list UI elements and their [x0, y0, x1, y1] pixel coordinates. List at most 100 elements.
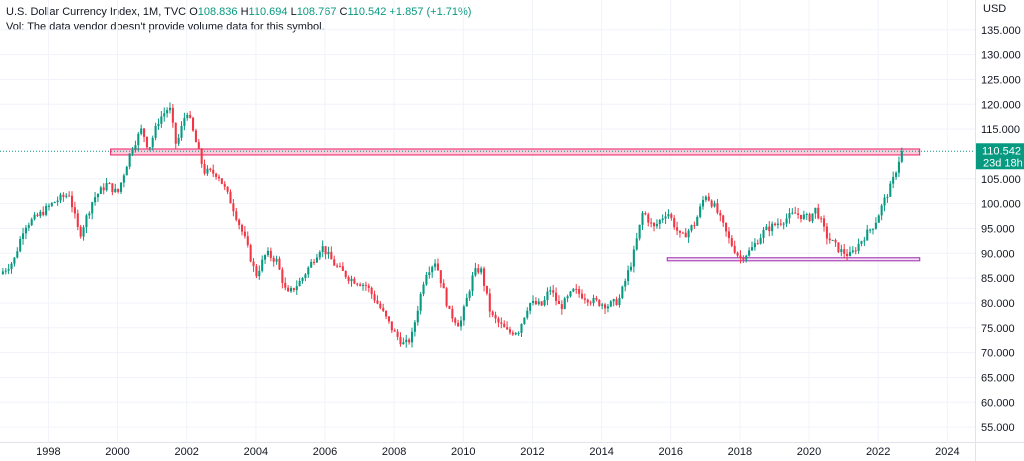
candle-body: [200, 149, 203, 164]
candle-body: [157, 123, 160, 126]
y-tick-label: 80.000: [981, 298, 1015, 310]
x-tick-label: 2012: [520, 446, 544, 458]
horizontal-zones[interactable]: [110, 148, 921, 262]
candle-body: [209, 168, 212, 170]
candle-body: [36, 214, 39, 217]
candle-body: [716, 203, 719, 213]
candle-body: [802, 214, 805, 220]
candle-body: [860, 241, 863, 244]
candle-body: [42, 211, 45, 215]
candle-body: [396, 331, 399, 337]
candle-body: [462, 306, 465, 321]
candle-body: [748, 250, 751, 256]
candle-body: [701, 199, 705, 207]
candle-body: [817, 207, 820, 219]
candle-body: [304, 274, 307, 278]
candle-body: [676, 227, 679, 231]
candle-body: [638, 224, 641, 239]
candle-body: [488, 293, 491, 312]
y-tick-label: 135.000: [981, 25, 1021, 37]
candle-body: [174, 122, 177, 144]
candle-body: [203, 163, 206, 174]
candle-body: [825, 226, 828, 239]
candle-body: [361, 284, 365, 286]
candle-body: [50, 202, 53, 206]
candle-body: [65, 195, 68, 197]
candle-body: [341, 266, 344, 271]
candle-body: [612, 299, 615, 302]
candle-body: [102, 187, 105, 191]
candle-body: [696, 216, 699, 226]
candle-body: [143, 128, 146, 137]
candle-body: [56, 200, 59, 203]
candle-body: [822, 218, 826, 227]
candle-body: [19, 239, 22, 252]
candle-body: [367, 285, 370, 288]
candle-body: [540, 301, 543, 306]
candle-body: [39, 211, 42, 217]
candle-body: [53, 202, 56, 204]
price-tag[interactable]: [976, 143, 1024, 170]
candle-body: [266, 250, 269, 256]
high-value: 110.694: [248, 6, 288, 18]
candle-body: [13, 257, 16, 264]
candle-body: [223, 183, 226, 187]
x-tick-label: 2006: [313, 446, 337, 458]
candle-body: [808, 214, 811, 222]
candle-body: [364, 284, 367, 286]
x-tick-label: 2018: [728, 446, 752, 458]
candle-body: [750, 247, 754, 251]
candle-body: [96, 193, 99, 198]
low-key: L: [290, 6, 297, 18]
candle-body: [690, 225, 693, 231]
candle-body: [655, 224, 658, 227]
candle-body: [730, 238, 733, 246]
candle-body: [508, 329, 512, 333]
open-key: O: [189, 6, 198, 18]
candle-body: [1, 271, 4, 275]
candle-body: [609, 301, 612, 307]
candle-body: [661, 218, 664, 220]
candle-body: [569, 291, 572, 297]
resistance-zone[interactable]: [110, 148, 921, 156]
candle-body: [837, 242, 840, 253]
candle-body: [30, 219, 33, 226]
candles-group: [1, 102, 903, 348]
candle-body: [670, 214, 673, 219]
candle-body: [148, 147, 151, 149]
candle-body: [445, 288, 448, 306]
candle-body: [889, 183, 892, 197]
candle-body: [330, 251, 333, 260]
candle-body: [122, 175, 125, 183]
candle-body: [324, 246, 327, 255]
candle-body: [880, 205, 883, 216]
candle-body: [771, 223, 774, 232]
candle-body: [592, 297, 595, 304]
candle-body: [47, 205, 51, 207]
candle-body: [863, 240, 866, 242]
candle-body: [719, 212, 722, 216]
candle-body: [624, 281, 627, 287]
candle-body: [799, 214, 803, 220]
candle-body: [546, 291, 549, 300]
close-value: 110.542: [347, 6, 387, 18]
candle-body: [246, 236, 249, 246]
candle-body: [785, 218, 788, 224]
candle-body: [866, 229, 869, 241]
support-zone[interactable]: [666, 257, 921, 262]
candle-body: [353, 278, 356, 284]
candle-body: [494, 315, 497, 319]
candle-body: [621, 286, 624, 299]
candle-body: [220, 178, 223, 184]
candle-body: [393, 330, 396, 332]
candle-body: [333, 259, 336, 266]
candle-body: [73, 207, 76, 214]
candle-body: [240, 225, 244, 232]
candle-body: [722, 215, 725, 223]
candle-body: [632, 249, 635, 267]
candle-body: [33, 214, 36, 220]
x-tick-label: 2004: [244, 446, 268, 458]
y-tick-label: 70.000: [981, 348, 1015, 360]
candle-body: [99, 187, 102, 194]
